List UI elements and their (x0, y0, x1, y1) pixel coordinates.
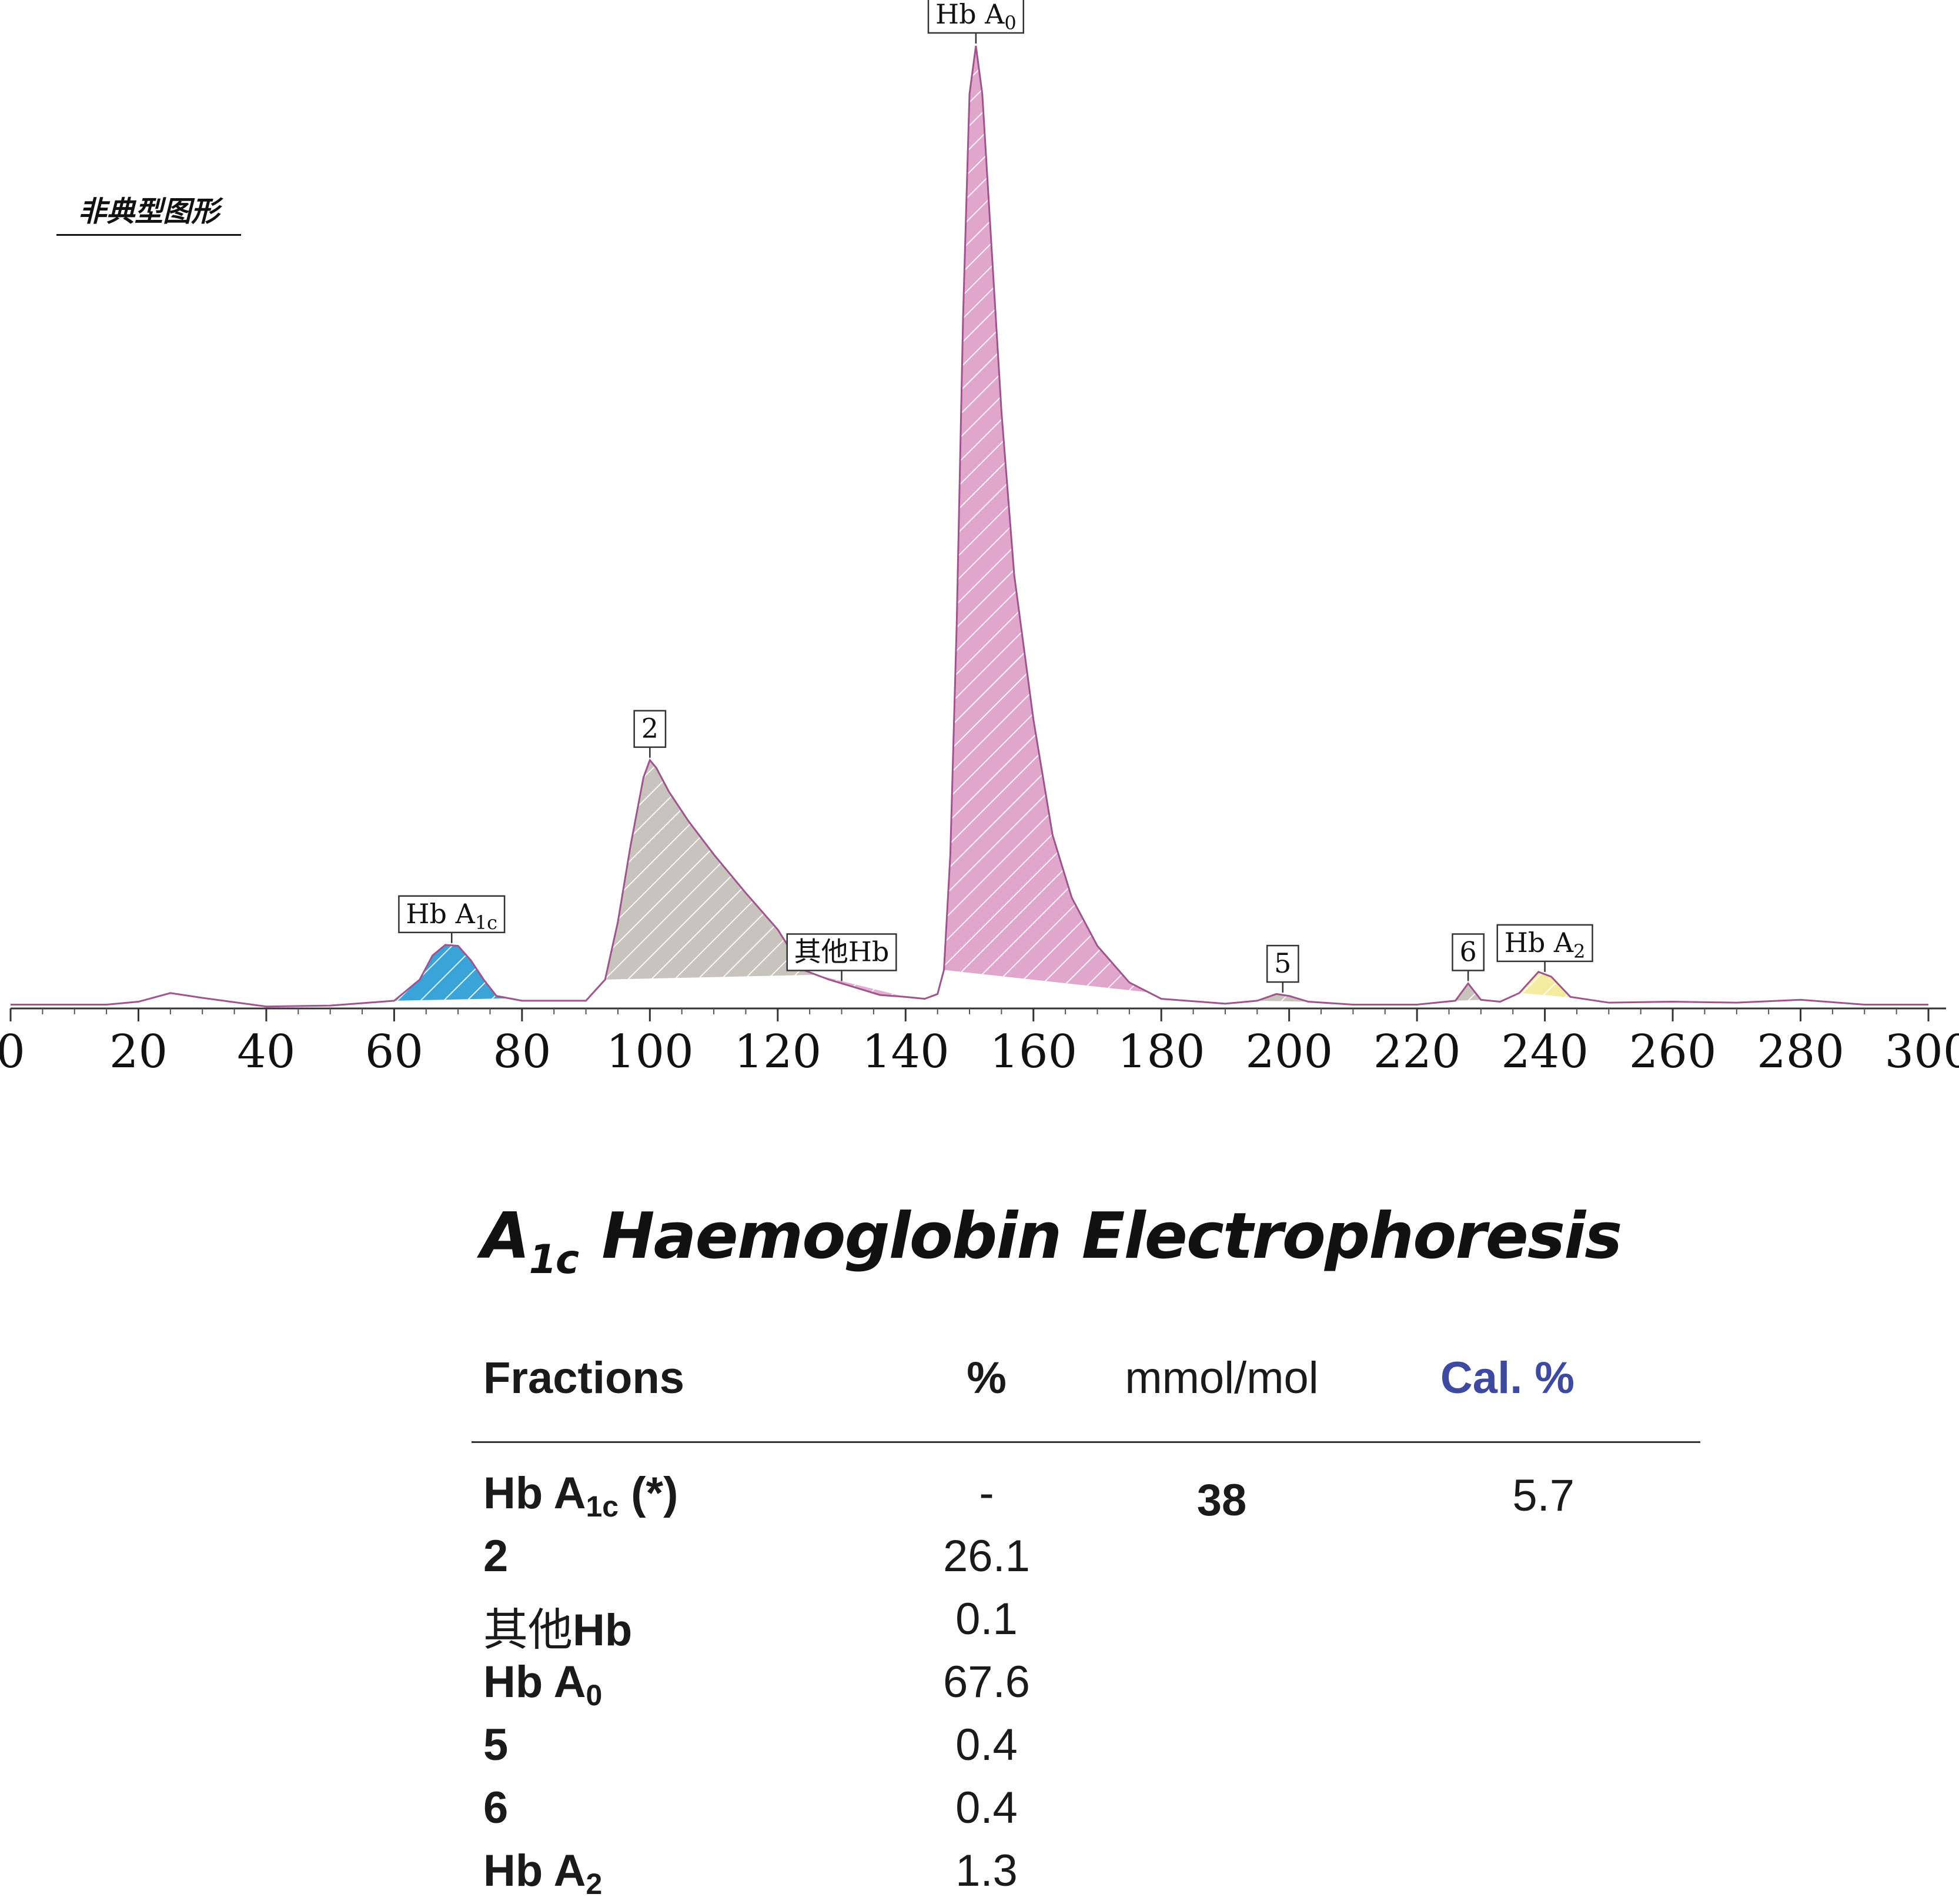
fraction-name: Hb A1c (*) (483, 1468, 678, 1523)
peak-label-box-3 (927, 0, 1025, 34)
x-tick-label-6: 120 (734, 1026, 821, 1078)
x-tick-label-7: 140 (862, 1026, 950, 1078)
peak-label-text-2: 其他Hb (794, 936, 890, 967)
fraction-name: 6 (483, 1783, 509, 1833)
peak-label-box-6 (1496, 924, 1593, 963)
fraction-percent: 26.1 (943, 1531, 1030, 1581)
x-tick-label-14: 280 (1757, 1026, 1844, 1078)
header-fractions: Fractions (483, 1353, 685, 1403)
peak-label-text-5: 6 (1459, 936, 1476, 967)
report-title-sub: 1c (529, 1237, 580, 1283)
table-row: 其他Hb 0.1 (0, 1594, 1959, 1655)
x-tick-label-13: 260 (1629, 1026, 1717, 1078)
peak-hatch-3 (944, 46, 1149, 993)
peak-label-1: 2 (633, 710, 667, 758)
fraction-name: 其他Hb (483, 1605, 633, 1655)
x-tick-label-12: 240 (1501, 1026, 1589, 1078)
peak-label-box-4 (1266, 944, 1299, 983)
x-tick-label-15: 300 (1885, 1026, 1959, 1078)
fraction-mmol: 38 (1196, 1475, 1247, 1525)
fraction-cal-percent: 5.7 (1512, 1471, 1574, 1521)
x-tick-label-10: 200 (1245, 1026, 1333, 1078)
fraction-name: Hb A2 (483, 1846, 603, 1900)
table-row: Hb A1c (*) - 38 5.7 (0, 1468, 1959, 1526)
header-cal-percent: Cal. % (1440, 1353, 1574, 1403)
peak-hatch-4 (1257, 994, 1309, 1002)
peak-label-text-1: 2 (641, 713, 658, 744)
peak-label-6: Hb A2 (1496, 924, 1593, 972)
fraction-percent: 0.1 (955, 1594, 1018, 1644)
x-tick-label-8: 160 (989, 1026, 1077, 1078)
fraction-percent: - (979, 1468, 994, 1518)
fraction-percent: 0.4 (955, 1783, 1018, 1833)
peak-hatch-1 (605, 760, 817, 980)
peak-label-box-0 (398, 895, 506, 934)
x-tick-label-0: 0 (0, 1026, 25, 1078)
table-row: Hb A0 67.6 (0, 1656, 1959, 1715)
peak-label-5: 6 (1452, 933, 1485, 981)
x-tick-label-2: 40 (237, 1026, 295, 1078)
report-title: A1c Haemoglobin Electrophoresis (481, 1200, 1622, 1283)
report-title-rest: Haemoglobin Electrophoresis (601, 1200, 1622, 1273)
peak-label-text-3: Hb A0 (935, 0, 1017, 34)
x-tick-label-5: 100 (606, 1026, 694, 1078)
peak-hatch-0 (394, 944, 510, 1001)
fraction-percent: 0.4 (955, 1720, 1018, 1770)
table-row: 2 26.1 (0, 1531, 1959, 1589)
peak-label-text-4: 5 (1274, 947, 1291, 979)
header-mmol: mmol/mol (1125, 1353, 1319, 1403)
electrophoresis-chart: 0 20 40 60 80 100 120 140 160 180 200 220 240 260 280 3… (0, 0, 1959, 1078)
peak-label-box-5 (1452, 933, 1485, 971)
x-tick-label-4: 80 (493, 1026, 551, 1078)
x-axis: 0 20 40 60 80 100 120 140 160 180 200 220 240 260 280 3… (0, 1007, 1959, 1078)
table-row: Hb A2 1.3 (0, 1845, 1959, 1904)
fraction-percent: 67.6 (943, 1657, 1030, 1707)
x-tick-label-9: 180 (1118, 1026, 1205, 1078)
x-tick-label-11: 220 (1373, 1026, 1461, 1078)
x-tick-label-1: 20 (109, 1026, 168, 1078)
peak-hatch-5 (1455, 983, 1481, 1001)
peak-hatch-2 (816, 974, 906, 997)
header-percent: % (967, 1353, 1007, 1403)
peak-label-4: 5 (1266, 944, 1299, 993)
table-row: 5 0.4 (0, 1719, 1959, 1778)
x-tick-label-3: 60 (365, 1026, 423, 1078)
fraction-percent: 1.3 (955, 1846, 1018, 1896)
report-title-main: A (481, 1200, 530, 1273)
peak-label-2: 其他Hb (786, 933, 897, 981)
table-row: 6 0.4 (0, 1782, 1959, 1841)
peak-label-text-6: Hb A2 (1505, 927, 1586, 963)
fraction-name: Hb A0 (483, 1657, 603, 1712)
fraction-name: 2 (483, 1531, 509, 1581)
atypical-pattern-note: 非典型图形 (56, 188, 241, 236)
electrophoresis-trace (11, 45, 1928, 1008)
peak-label-3: Hb A0 (927, 0, 1025, 44)
header-divider (472, 1441, 1700, 1443)
peak-label-box-2 (786, 933, 897, 971)
peak-label-0: Hb A1c (398, 895, 506, 943)
fraction-name: 5 (483, 1720, 509, 1770)
